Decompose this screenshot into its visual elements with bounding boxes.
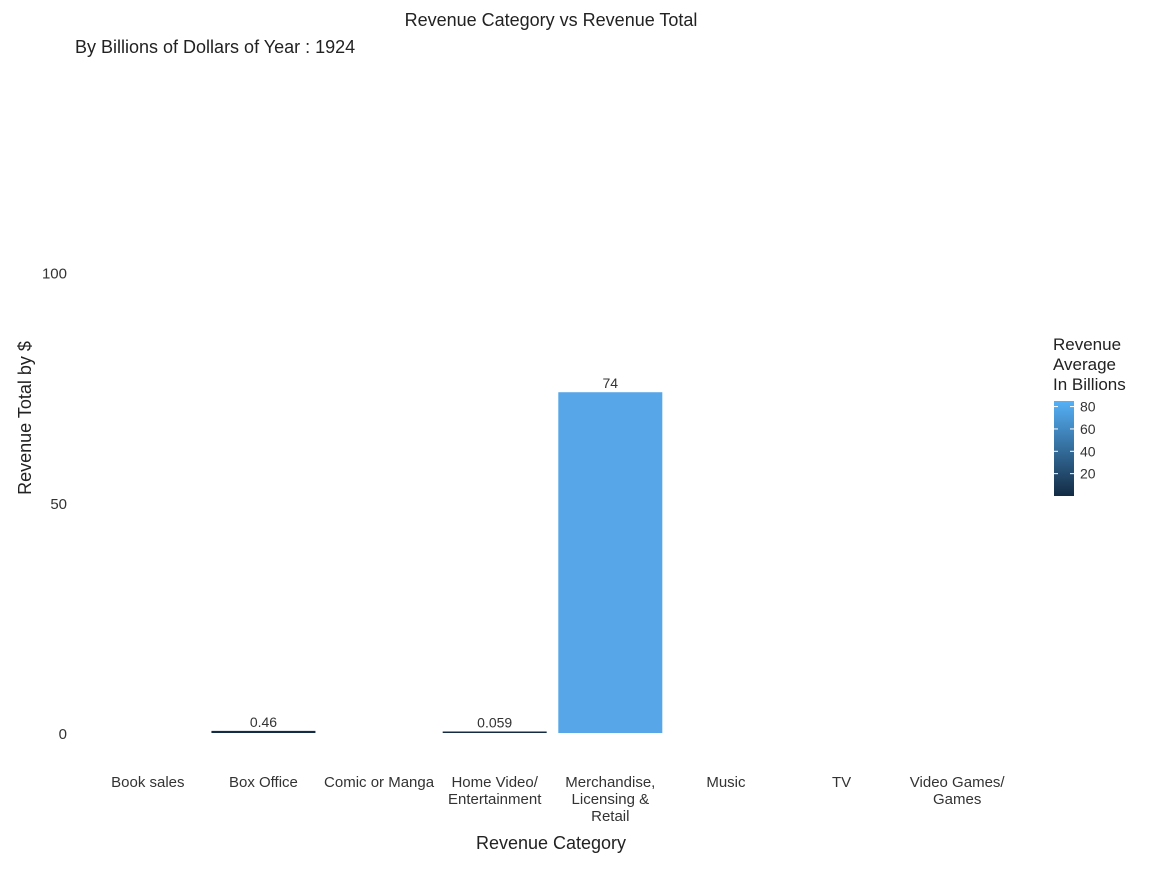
x-tick-label-line: Box Office xyxy=(229,774,298,791)
legend-tick-label: 80 xyxy=(1080,399,1096,415)
legend-tick-label: 40 xyxy=(1080,443,1096,459)
x-tick-label-line: Music xyxy=(706,774,746,791)
data-labels-group: 0.46 0.059 74 xyxy=(250,375,618,730)
x-tick-label: Book sales xyxy=(111,774,184,791)
bar xyxy=(211,730,316,733)
x-tick-label-line: Book sales xyxy=(111,774,184,791)
x-tick-label: TV xyxy=(832,774,851,791)
y-tick-label: 0 xyxy=(59,726,67,743)
data-label: 74 xyxy=(603,375,619,391)
y-axis-ticks: 0 50 100 xyxy=(42,266,67,744)
legend-ticks: 20 40 60 80 xyxy=(1054,399,1096,482)
legend-tick-label: 20 xyxy=(1080,466,1096,482)
x-tick-label: Comic or Manga xyxy=(324,774,435,791)
x-tick-label-line: Video Games/ xyxy=(910,774,1006,791)
legend-title-line: Revenue xyxy=(1053,335,1121,354)
x-axis-label: Revenue Category xyxy=(476,833,626,853)
legend-tick-label: 60 xyxy=(1080,421,1096,437)
legend-title-line: In Billions xyxy=(1053,375,1126,394)
legend: Revenue Average In Billions 20 40 60 80 xyxy=(1053,335,1126,496)
legend-colorbar-rect xyxy=(1054,401,1074,496)
y-tick-label: 100 xyxy=(42,266,67,283)
bars-group xyxy=(211,392,663,733)
x-tick-label-line: Home Video/ xyxy=(451,774,538,791)
x-tick-label: Home Video/Entertainment xyxy=(448,774,542,808)
x-tick-label-line: Retail xyxy=(591,808,629,825)
x-tick-label-line: Comic or Manga xyxy=(324,774,435,791)
data-label: 0.059 xyxy=(477,715,512,731)
legend-title-line: Average xyxy=(1053,355,1116,374)
x-axis-ticks: Book sales Box Office Comic or Manga Home V… xyxy=(111,774,1005,825)
data-label: 0.46 xyxy=(250,714,277,730)
chart-subtitle: By Billions of Dollars of Year : 1924 xyxy=(75,37,355,57)
legend-colorbar xyxy=(1054,401,1074,496)
y-axis-label: Revenue Total by $ xyxy=(15,341,35,495)
x-tick-label-line: Licensing & xyxy=(572,791,650,808)
x-tick-label: Video Games/Games xyxy=(910,774,1006,808)
y-tick-label: 50 xyxy=(50,496,67,513)
x-tick-label-line: Entertainment xyxy=(448,791,542,808)
x-tick-label-line: Merchandise, xyxy=(565,774,655,791)
x-tick-label: Merchandise, Licensing & Retail xyxy=(565,774,655,825)
x-tick-label-line: Games xyxy=(933,791,981,808)
bar xyxy=(558,392,663,733)
bar xyxy=(442,731,547,733)
x-tick-label: Box Office xyxy=(229,774,298,791)
x-tick-label: Music xyxy=(706,774,746,791)
x-tick-label-line: TV xyxy=(832,774,851,791)
legend-title: Revenue Average In Billions xyxy=(1053,335,1126,394)
chart-title: Revenue Category vs Revenue Total xyxy=(405,10,698,30)
